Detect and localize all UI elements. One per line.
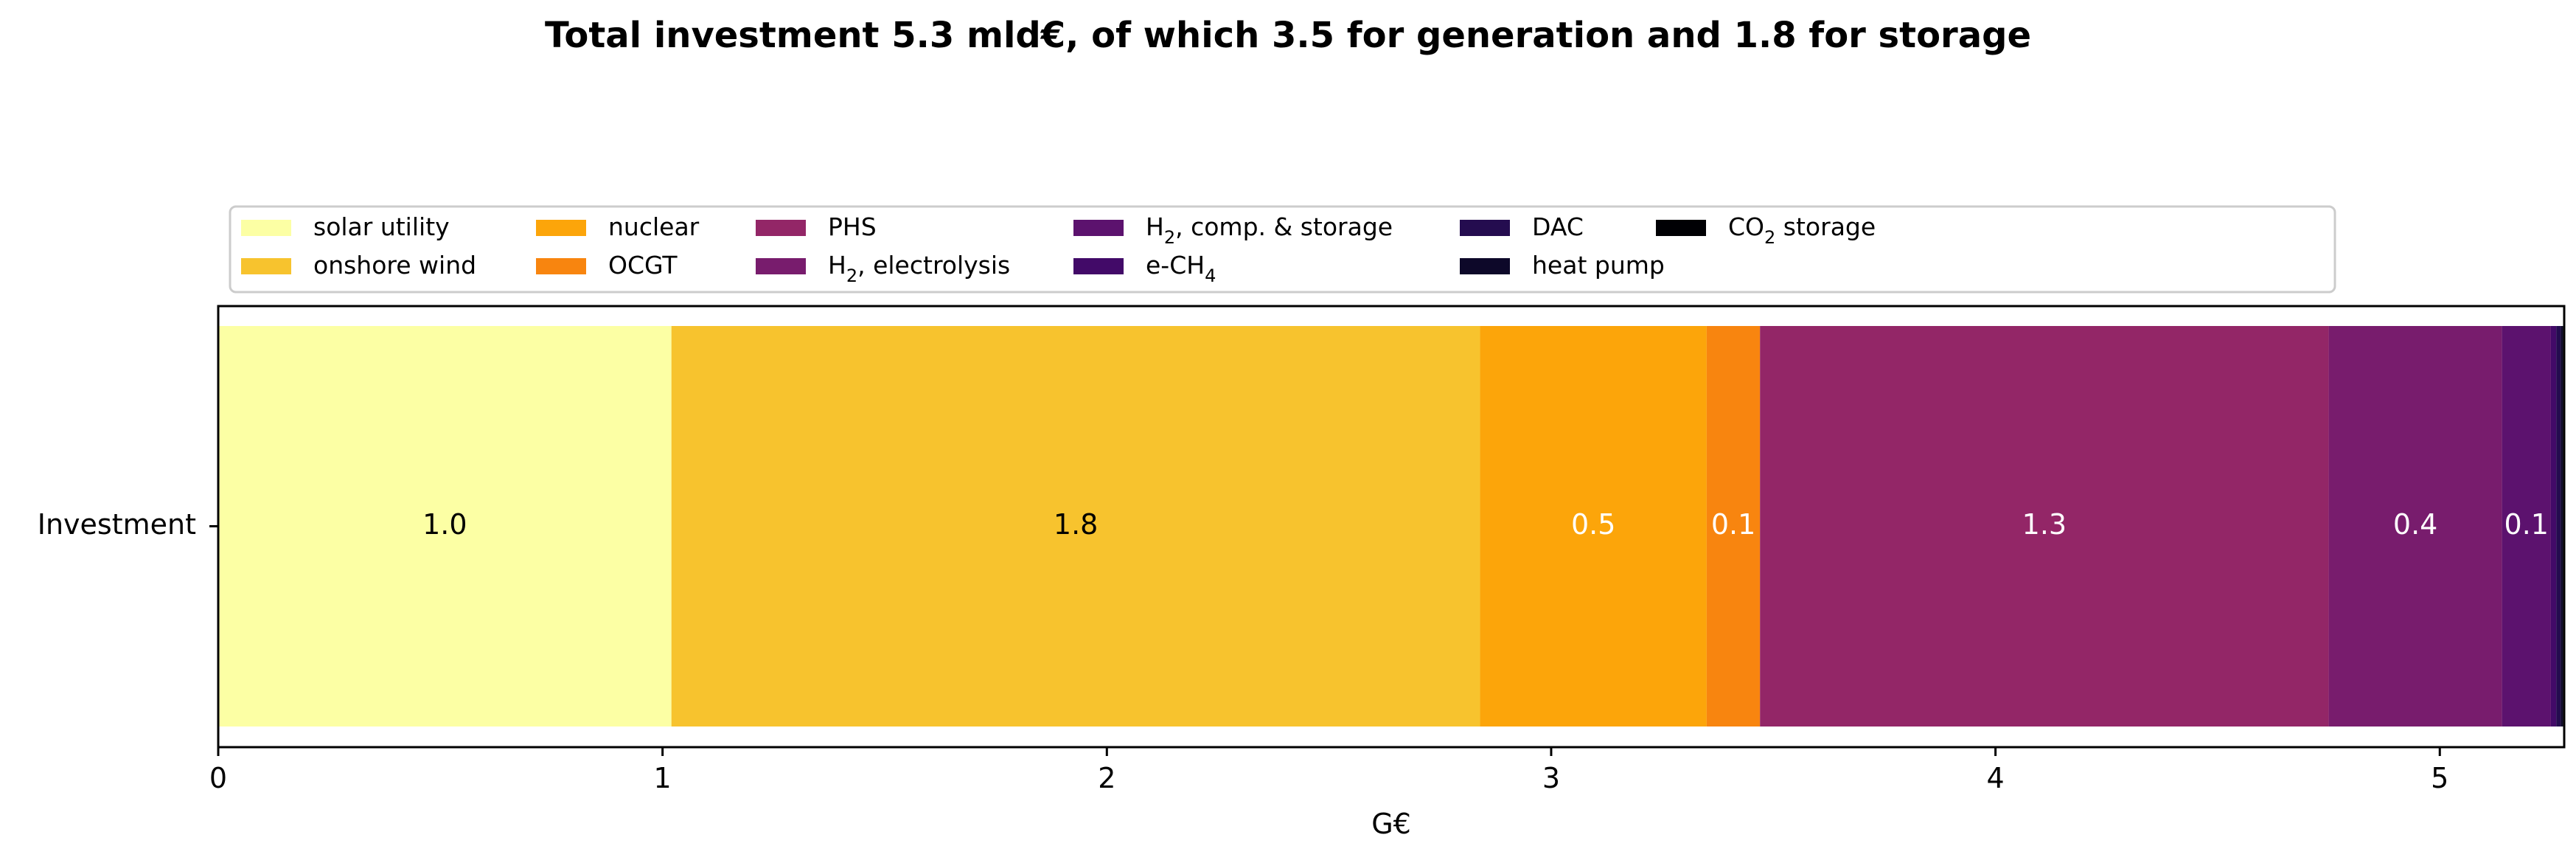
bar-segment: [2502, 326, 2551, 727]
legend-label: CO2 storage: [1728, 212, 1876, 249]
bar-segment: [2328, 326, 2502, 727]
x-tick-label: 2: [1098, 762, 1115, 794]
bar-segment: [1706, 326, 1761, 727]
bar-segment: [671, 326, 1480, 727]
y-tick-label: Investment: [38, 508, 196, 541]
x-tick-label: 1: [654, 762, 672, 794]
bar-value-label: 0.1: [2504, 508, 2549, 541]
chart-title: Total investment 5.3 mld€, of which 3.5 …: [545, 15, 2031, 56]
bar-value-label: 1.3: [2022, 508, 2067, 541]
legend-swatch: [536, 220, 586, 236]
bar-value-labels: 1.0 1.8 0.5 0.1 1.3 0.4 0.1: [422, 508, 2549, 541]
legend-swatch: [1073, 220, 1124, 236]
bar-value-label: 0.1: [1711, 508, 1755, 541]
legend-label: OCGT: [608, 251, 678, 280]
bar-segment: [218, 326, 672, 727]
legend-label: DAC: [1532, 212, 1584, 241]
legend-label: onshore wind: [313, 251, 476, 280]
legend-swatch: [241, 220, 291, 236]
x-tick-label: 4: [1987, 762, 2005, 794]
bar-value-label: 0.5: [1571, 508, 1615, 541]
legend-swatch: [241, 258, 291, 274]
legend-swatch: [1073, 258, 1124, 274]
legend-swatch: [1460, 258, 1510, 274]
y-axis: Investment: [38, 508, 218, 541]
bar-segment: [2561, 326, 2563, 727]
bar-value-label: 0.4: [2393, 508, 2437, 541]
legend-label: e-CH4: [1146, 251, 1216, 287]
bar-segment: [1480, 326, 1707, 727]
legend-swatch: [756, 220, 806, 236]
bar-segment: [1760, 326, 2329, 727]
bar-stack: [218, 326, 2564, 727]
legend-swatch: [536, 258, 586, 274]
x-tick-label: 3: [1542, 762, 1560, 794]
legend-swatch: [1656, 220, 1706, 236]
legend-swatch: [1460, 220, 1510, 236]
bar-value-label: 1.0: [422, 508, 467, 541]
bar-segment: [2550, 326, 2557, 727]
plot-area: 1.0 1.8 0.5 0.1 1.3 0.4 0.1 0 1 2 3 4 5 Investment: [38, 305, 2566, 794]
legend-label: H2, comp. & storage: [1146, 212, 1393, 249]
x-tick-label: 5: [2431, 762, 2448, 794]
legend-label: heat pump: [1532, 251, 1665, 280]
bar-value-label: 1.8: [1054, 508, 1098, 541]
x-tick-label: 0: [209, 762, 227, 794]
legend-swatch: [756, 258, 806, 274]
legend-label: solar utility: [313, 212, 450, 241]
x-axis: 0 1 2 3 4 5: [209, 747, 2448, 794]
legend-label: PHS: [828, 212, 877, 241]
x-axis-label: G€: [1371, 808, 1411, 840]
legend: solar utility onshore wind nuclear OCGT PHS H…: [229, 205, 2336, 294]
legend-label: H2, electrolysis: [828, 251, 1010, 287]
legend-label: nuclear: [608, 212, 700, 241]
bar-segment: [2556, 326, 2561, 727]
